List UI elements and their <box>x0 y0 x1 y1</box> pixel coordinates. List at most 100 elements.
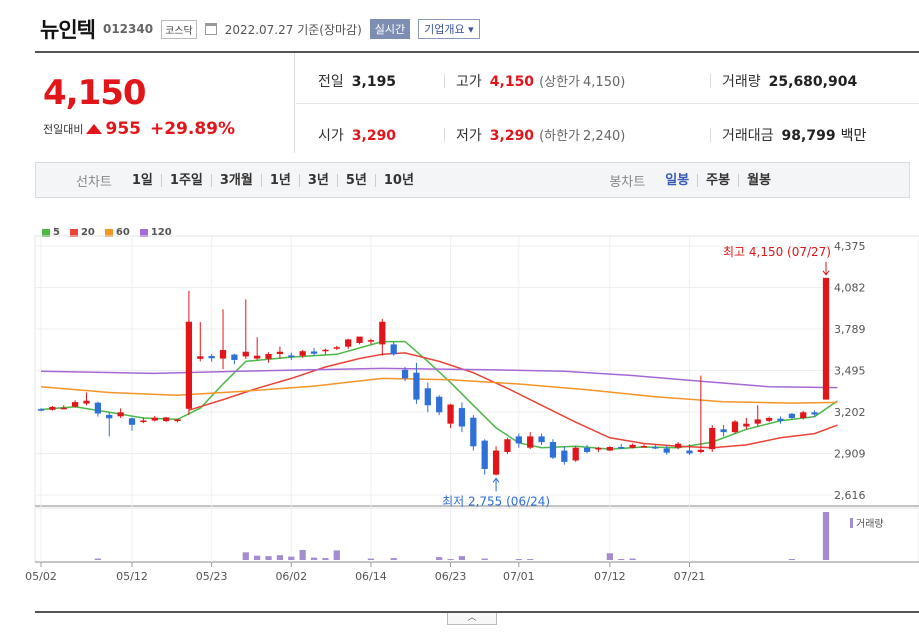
candle-body <box>49 406 56 410</box>
period-tab[interactable]: 1년 <box>260 173 299 187</box>
candle-body <box>424 388 431 406</box>
stat-label: 거래대금 <box>722 128 774 144</box>
volume-bar <box>288 556 295 560</box>
candle-body <box>481 440 488 469</box>
legend-swatch <box>69 228 78 237</box>
company-info-dropdown[interactable]: 기업개요 ▾ <box>418 19 480 39</box>
volume-legend-label: 거래량 <box>856 518 884 530</box>
ma-legend: 5 20 60 120 <box>42 227 172 238</box>
volume-bar <box>436 557 443 560</box>
candle-body <box>663 448 670 453</box>
candle-body <box>754 419 761 424</box>
candle-body <box>811 412 818 415</box>
separator <box>710 128 711 142</box>
candle-body <box>140 420 147 423</box>
x-tick-label: 06/14 <box>355 570 387 583</box>
stock-chart: 4,375 4,082 3,789 3,495 3,202 2,909 2,616 05/02… <box>25 235 919 583</box>
candle-body <box>788 413 795 418</box>
volume-bar <box>390 558 397 560</box>
change-label: 전일대비 <box>43 123 84 136</box>
candle-body <box>709 427 716 450</box>
volume-bar <box>322 558 329 560</box>
separator <box>444 128 445 142</box>
ma-line-120 <box>40 367 838 389</box>
x-tick-label: 07/12 <box>594 570 626 583</box>
period-tab[interactable]: 1주일 <box>160 173 211 187</box>
volume-bar <box>447 559 454 560</box>
bottom-divider <box>35 611 919 613</box>
volume-bar <box>618 559 625 560</box>
collapse-button[interactable]: ︿ <box>447 613 497 625</box>
stat-label: 거래량 <box>722 74 761 90</box>
candle-body <box>527 436 534 448</box>
candle-body <box>276 351 284 355</box>
period-bar: 선차트 1일 1주일 3개월 1년 3년 5년 10년 봉차트 일봉 주봉 월봉 <box>35 162 910 198</box>
legend-item: 120 <box>139 227 172 238</box>
stats-row-divider <box>296 103 919 104</box>
period-tab[interactable]: 10년 <box>374 173 422 187</box>
candle-body <box>310 351 318 354</box>
period-tab[interactable]: 3개월 <box>210 173 261 187</box>
candle-body <box>777 418 784 421</box>
candle-body <box>720 429 727 433</box>
stat-sub-label: (상한가 <box>539 75 581 90</box>
candle-body <box>197 356 204 359</box>
candle-body <box>37 409 45 411</box>
stat-high: 고가 4,150 (상한가 4,150) <box>456 71 625 91</box>
ma-line-20 <box>188 352 838 449</box>
stat-value: 3,195 <box>351 74 397 90</box>
period-tab[interactable]: 1일 <box>131 172 153 188</box>
candle-body <box>117 412 124 417</box>
period-tab[interactable]: 월봉 <box>738 173 779 187</box>
volume-bar <box>527 559 534 560</box>
candle-body <box>254 355 261 359</box>
period-tab[interactable]: 5년 <box>336 173 375 187</box>
candle-body <box>231 354 238 360</box>
candle-body <box>504 439 511 452</box>
candle-period-group: 봉차트 일봉 주봉 월봉 <box>609 171 779 190</box>
candle-body <box>72 402 79 407</box>
candle-body <box>458 408 466 427</box>
candle-period-tabs: 일봉 주봉 월봉 <box>657 172 779 188</box>
legend-label: 120 <box>150 227 172 238</box>
stat-unit: 백만 <box>840 128 867 144</box>
legend-item: 60 <box>104 227 130 238</box>
candle-body <box>208 355 215 359</box>
candle-body <box>333 347 340 349</box>
stat-label: 저가 <box>456 128 482 144</box>
candle-body <box>60 407 67 410</box>
stat-sub-label: (하한가 <box>539 129 581 144</box>
candle-body <box>379 321 386 345</box>
legend-item: 20 <box>69 227 95 238</box>
candle-body <box>219 350 227 359</box>
stat-value: 4,150 <box>489 74 535 90</box>
y-tick-label: 4,375 <box>834 240 866 253</box>
period-tab[interactable]: 주봉 <box>697 173 738 187</box>
candle-body <box>322 349 329 352</box>
candle-body <box>106 414 113 419</box>
candle-body <box>185 321 193 409</box>
period-tab[interactable]: 3년 <box>298 173 337 187</box>
volume-bar <box>276 555 284 560</box>
candle-body <box>265 354 272 359</box>
candle-body <box>538 436 545 443</box>
price-stats: 전일 3,195 고가 4,150 (상한가 4,150) 거래량 25,680,904 … <box>296 53 919 153</box>
candle-body <box>800 412 807 418</box>
volume-legend-swatch <box>850 518 853 528</box>
stat-label: 전일 <box>318 74 344 90</box>
candle-body <box>572 447 579 461</box>
candle-body <box>595 448 602 450</box>
change-percent: +29.89% <box>149 119 236 139</box>
period-tab[interactable]: 일봉 <box>665 172 690 188</box>
stat-low: 저가 3,290 (하한가 2,240) <box>456 125 625 145</box>
top-divider <box>35 51 919 53</box>
candle-body <box>470 417 477 447</box>
change-amount: 955 <box>105 119 141 139</box>
y-tick-label: 4,082 <box>834 282 866 295</box>
separator <box>710 74 711 88</box>
legend-swatch <box>104 228 113 237</box>
realtime-button[interactable]: 실시간 <box>369 19 411 39</box>
x-tick-label: 06/02 <box>275 570 307 583</box>
volume-bar <box>458 556 466 560</box>
stat-volume: 거래량 25,680,904 <box>722 71 857 91</box>
